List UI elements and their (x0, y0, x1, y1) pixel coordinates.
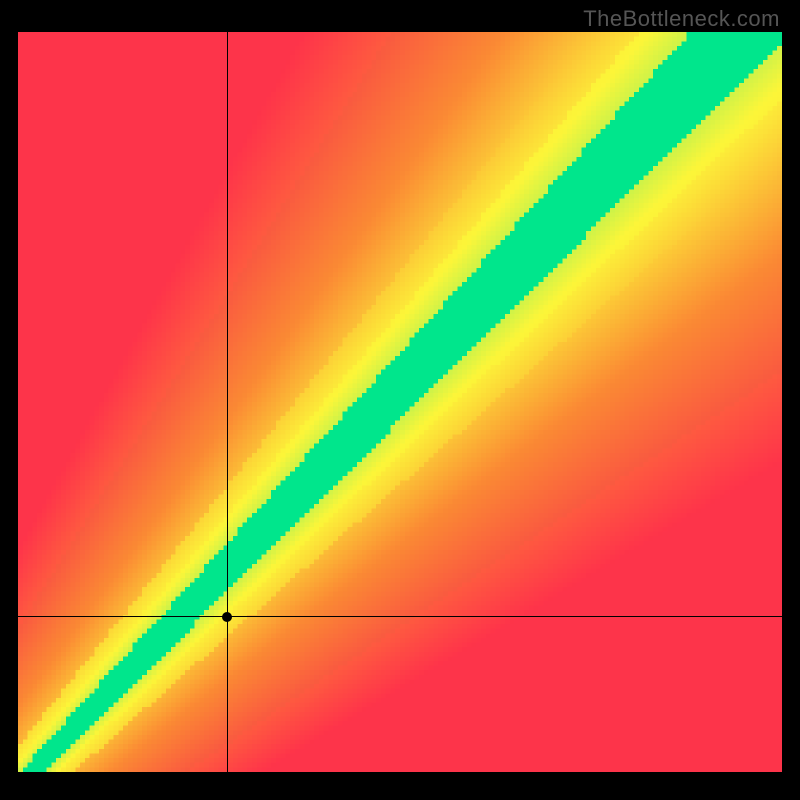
crosshair-horizontal (18, 616, 782, 617)
watermark-label: TheBottleneck.com (583, 6, 780, 32)
crosshair-vertical (227, 32, 228, 772)
heatmap-plot (18, 32, 782, 772)
data-point-marker (222, 612, 232, 622)
heatmap-canvas (18, 32, 782, 772)
